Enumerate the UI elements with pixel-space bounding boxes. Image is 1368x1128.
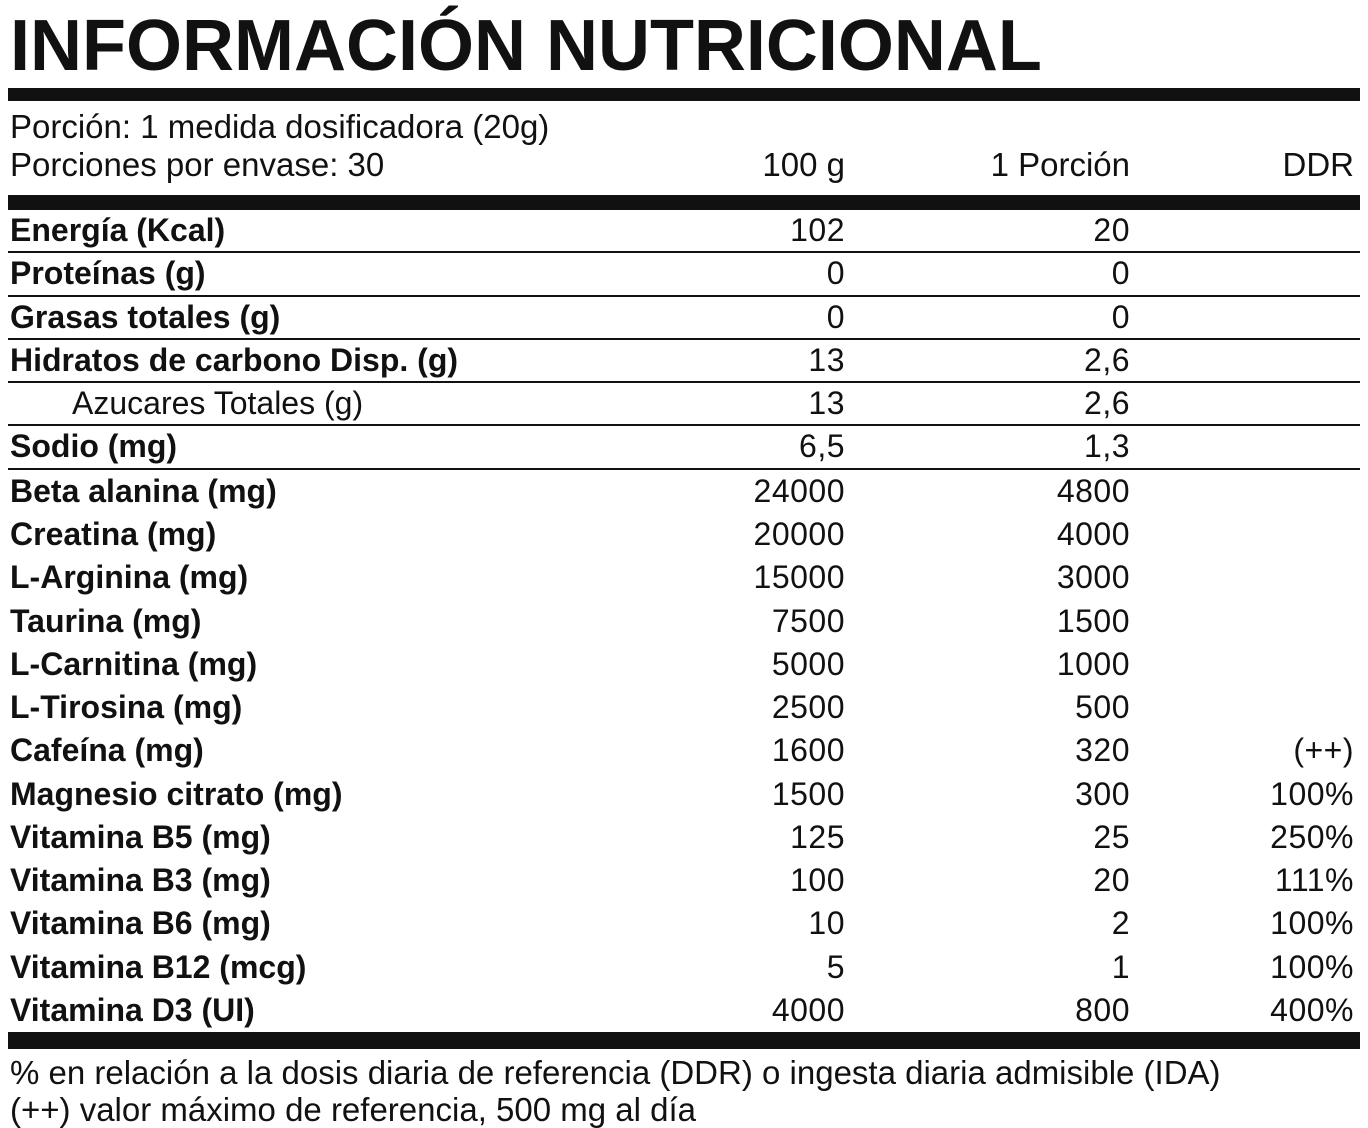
value-per-serving: 500 (1075, 689, 1130, 726)
column-header-row: Porciones por envase: 30 100 g 1 Porción… (8, 146, 1360, 184)
value-per-100g: 6,5 (799, 428, 845, 465)
nutrient-name: Vitamina B5 (mg) (10, 818, 271, 855)
nutrient-row: Energía (Kcal) 102 20 (8, 210, 1360, 254)
nutrient-row: Taurina (mg) 7500 1500 (8, 599, 1360, 642)
nutrient-row: L-Tirosina (mg) 2500 500 (8, 686, 1360, 729)
nutrient-name: Grasas totales (g) (10, 298, 281, 335)
nutrient-row: Hidratos de carbono Disp. (g) 13 2,6 (8, 340, 1360, 384)
value-per-100g: 125 (790, 818, 845, 855)
nutrient-name: Beta alanina (mg) (10, 472, 277, 509)
value-per-serving: 320 (1075, 732, 1130, 769)
value-per-serving: 20 (1093, 212, 1130, 249)
nutrient-name: Cafeína (mg) (10, 732, 204, 769)
nutrient-row: Vitamina B12 (mcg) 5 1 100% (8, 946, 1360, 989)
nutrient-row: Vitamina D3 (UI) 4000 800 400% (8, 989, 1360, 1032)
nutrient-row: L-Arginina (mg) 15000 3000 (8, 556, 1360, 599)
nutrient-row: Proteínas (g) 0 0 (8, 253, 1360, 297)
value-per-100g: 24000 (753, 472, 845, 509)
value-per-100g: 5 (826, 948, 845, 985)
value-per-serving: 1500 (1056, 602, 1130, 639)
nutrient-name: Energía (Kcal) (10, 212, 226, 249)
value-ddr: 400% (1270, 991, 1354, 1028)
nutrient-name: L-Tirosina (mg) (10, 689, 243, 726)
nutrient-row: Magnesio citrato (mg) 1500 300 100% (8, 772, 1360, 815)
column-header-ddr: DDR (1282, 146, 1355, 183)
value-per-serving: 20 (1093, 862, 1130, 899)
nutrient-row: Vitamina B3 (mg) 100 20 111% (8, 859, 1360, 902)
value-per-100g: 1500 (771, 775, 845, 812)
value-per-100g: 102 (790, 212, 845, 249)
value-ddr: 100% (1270, 905, 1354, 942)
nutrient-name: Proteínas (g) (10, 255, 206, 292)
value-per-serving: 300 (1075, 775, 1130, 812)
nutrient-name: Creatina (mg) (10, 515, 217, 552)
value-per-serving: 2,6 (1084, 385, 1130, 422)
footnote-ddr: % en relación a la dosis diaria de refer… (10, 1054, 1221, 1092)
nutrient-name: Vitamina B12 (mcg) (10, 948, 307, 985)
nutrient-row: Grasas totales (g) 0 0 (8, 297, 1360, 340)
value-ddr: 250% (1270, 818, 1354, 855)
value-per-100g: 20000 (753, 515, 845, 552)
value-per-100g: 10 (808, 905, 845, 942)
value-per-100g: 0 (826, 255, 845, 292)
value-per-100g: 5000 (771, 645, 845, 682)
value-per-100g: 13 (808, 385, 845, 422)
column-header-100g: 100 g (762, 146, 845, 183)
value-per-100g: 4000 (771, 991, 845, 1028)
column-header-1porcion: 1 Porción (990, 146, 1130, 183)
nutrient-row: Vitamina B6 (mg) 10 2 100% (8, 902, 1360, 945)
value-ddr: 111% (1274, 862, 1354, 899)
nutrient-name: Taurina (mg) (10, 602, 202, 639)
value-per-serving: 2,6 (1084, 341, 1130, 378)
nutrient-name: L-Arginina (mg) (10, 559, 249, 596)
serving-info: Porción: 1 medida dosificadora (20g) Por… (8, 108, 1360, 184)
value-per-serving: 800 (1075, 991, 1130, 1028)
nutrient-name: Magnesio citrato (mg) (10, 775, 343, 812)
value-per-100g: 1600 (771, 732, 845, 769)
value-per-serving: 1 (1111, 948, 1130, 985)
value-per-serving: 1000 (1056, 645, 1130, 682)
value-per-100g: 7500 (771, 602, 845, 639)
value-per-serving: 1,3 (1084, 428, 1130, 465)
nutrient-name: Sodio (mg) (10, 428, 178, 465)
value-ddr: (++) (1293, 732, 1354, 769)
divider-thick-bottom (8, 1032, 1360, 1050)
footnotes: % en relación a la dosis diaria de refer… (8, 1055, 1360, 1128)
nutrient-row: Creatina (mg) 20000 4000 (8, 513, 1360, 556)
nutrient-name: Vitamina D3 (UI) (10, 991, 255, 1028)
serving-size: Porción: 1 medida dosificadora (20g) (10, 108, 550, 145)
value-per-100g: 100 (790, 862, 845, 899)
nutrient-row: L-Carnitina (mg) 5000 1000 (8, 643, 1360, 686)
value-per-serving: 0 (1111, 255, 1130, 292)
value-per-100g: 13 (808, 341, 845, 378)
nutrient-name: Vitamina B3 (mg) (10, 862, 271, 899)
value-per-100g: 2500 (771, 689, 845, 726)
nutrient-row: Azucares Totales (g) 13 2,6 (8, 383, 1360, 427)
nutrient-row: Vitamina B5 (mg) 125 25 250% (8, 816, 1360, 859)
value-per-serving: 4000 (1056, 515, 1130, 552)
nutrient-table: Energía (Kcal) 102 20 Proteínas (g) 0 0 … (8, 210, 1360, 1032)
nutrient-row: Beta alanina (mg) 24000 4800 (8, 470, 1360, 513)
value-per-100g: 15000 (753, 559, 845, 596)
nutrient-row: Sodio (mg) 6,5 1,3 (8, 426, 1360, 470)
value-per-serving: 3000 (1056, 559, 1130, 596)
value-per-serving: 25 (1093, 818, 1130, 855)
nutrient-name: Hidratos de carbono Disp. (g) (10, 341, 459, 378)
nutrient-name: L-Carnitina (mg) (10, 645, 258, 682)
nutrient-row: Cafeína (mg) 1600 320 (++) (8, 729, 1360, 772)
nutrient-name: Azucares Totales (g) (72, 385, 364, 422)
value-ddr: 100% (1270, 948, 1354, 985)
page-title: INFORMACIÓN NUTRICIONAL (10, 6, 1042, 86)
value-per-serving: 2 (1111, 905, 1130, 942)
value-per-100g: 0 (826, 298, 845, 335)
nutrient-name: Vitamina B6 (mg) (10, 905, 271, 942)
footnote-caffeine-max: (++) valor máximo de referencia, 500 mg … (10, 1090, 696, 1128)
value-per-serving: 0 (1111, 298, 1130, 335)
value-per-serving: 4800 (1056, 472, 1130, 509)
value-ddr: 100% (1270, 775, 1354, 812)
divider-thick-header (8, 195, 1360, 210)
servings-per-container: Porciones por envase: 30 (10, 146, 385, 183)
divider-thick-top (8, 88, 1360, 101)
